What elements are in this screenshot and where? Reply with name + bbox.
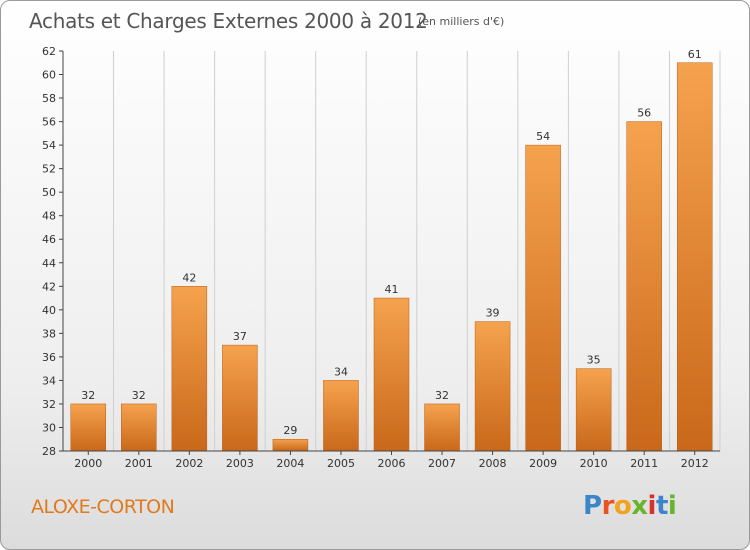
chart-unit: (en milliers d'€) <box>418 15 505 28</box>
y-tick-label: 60 <box>42 69 56 82</box>
y-tick-label: 56 <box>42 116 56 129</box>
y-tick-label: 40 <box>42 304 56 317</box>
bar-value-label: 61 <box>688 48 702 61</box>
y-tick-label: 36 <box>42 351 56 364</box>
bar-value-label: 42 <box>182 271 196 284</box>
bar <box>222 344 258 452</box>
y-tick-label: 50 <box>42 186 56 199</box>
y-tick-label: 62 <box>42 45 56 58</box>
bar <box>272 438 309 452</box>
y-tick-label: 54 <box>42 139 56 152</box>
x-tick-label: 2010 <box>580 457 608 470</box>
bar-value-label: 39 <box>486 307 500 320</box>
x-tick-label: 2002 <box>175 457 203 470</box>
x-tick-label: 2003 <box>226 457 254 470</box>
x-tick-label: 2004 <box>276 457 304 470</box>
x-tick-label: 2008 <box>479 457 507 470</box>
bar-value-label: 41 <box>385 283 399 296</box>
commune-name: ALOXE-CORTON <box>31 496 175 518</box>
bar <box>70 403 107 452</box>
x-tick-label: 2012 <box>681 457 709 470</box>
bar-value-label: 32 <box>435 389 449 402</box>
y-tick-label: 32 <box>42 398 56 411</box>
bar-value-label: 32 <box>81 389 95 402</box>
x-tick-label: 2005 <box>327 457 355 470</box>
logo-letter: t <box>655 491 668 521</box>
y-tick-label: 44 <box>42 257 56 270</box>
chart-title: Achats et Charges Externes 2000 à 2012 <box>29 9 428 33</box>
bar <box>626 121 662 452</box>
x-tick-label: 2007 <box>428 457 456 470</box>
bar-value-label: 54 <box>536 130 550 143</box>
y-tick-label: 38 <box>42 327 56 340</box>
x-tick-label: 2000 <box>74 457 102 470</box>
y-tick-label: 48 <box>42 210 56 223</box>
proxiti-logo: Proxiti <box>583 491 677 521</box>
bar-value-label: 37 <box>233 330 247 343</box>
y-tick-label: 34 <box>42 374 56 387</box>
y-tick-label: 58 <box>42 92 56 105</box>
bar-value-label: 32 <box>132 389 146 402</box>
x-tick-label: 2001 <box>125 457 153 470</box>
bar <box>474 321 511 452</box>
y-tick-label: 30 <box>42 421 56 434</box>
bar-value-label: 35 <box>587 354 601 367</box>
bar <box>373 297 410 452</box>
logo-letter: P <box>583 491 602 521</box>
bar <box>171 286 208 452</box>
bar <box>121 403 157 452</box>
bar <box>424 403 460 452</box>
y-tick-label: 28 <box>42 445 56 458</box>
bar <box>323 380 359 452</box>
logo-letter: i <box>647 491 657 521</box>
bar-value-label: 56 <box>637 107 651 120</box>
bar-value-label: 29 <box>283 424 297 437</box>
x-tick-label: 2006 <box>378 457 406 470</box>
y-tick-label: 42 <box>42 280 56 293</box>
bar <box>676 62 713 452</box>
logo-letter: o <box>613 491 632 521</box>
logo-letter: i <box>667 491 677 521</box>
x-tick-label: 2011 <box>630 457 658 470</box>
logo-letter: r <box>601 491 615 521</box>
x-tick-label: 2009 <box>529 457 557 470</box>
logo-letter: x <box>631 491 648 521</box>
bar <box>575 368 612 452</box>
bar <box>525 144 561 452</box>
y-tick-label: 52 <box>42 163 56 176</box>
y-tick-label: 46 <box>42 233 56 246</box>
bar-value-label: 34 <box>334 365 348 378</box>
